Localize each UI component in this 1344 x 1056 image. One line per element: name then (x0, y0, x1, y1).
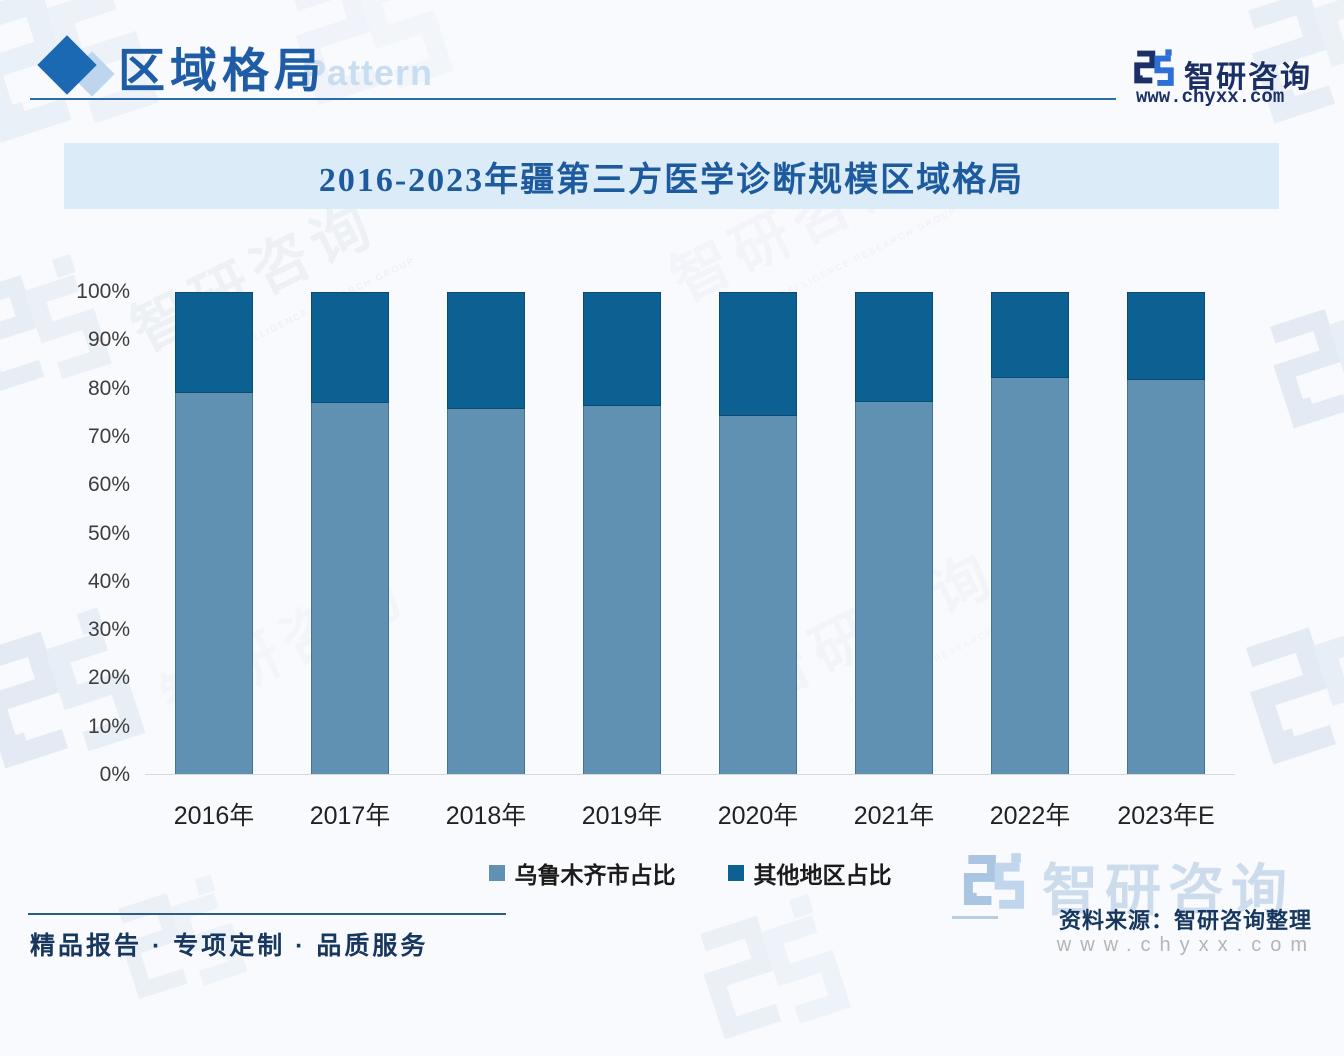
legend-item: 乌鲁木齐市占比 (488, 856, 676, 890)
brand-name: 智研咨询 (1184, 61, 1312, 94)
bar-segment-urumqi (583, 406, 661, 775)
bar-segment-urumqi (1127, 379, 1205, 775)
watermark-dash (952, 916, 998, 919)
bar-segment-urumqi (311, 403, 389, 775)
watermark-logo-icon (700, 893, 852, 1040)
brand-logo-icon (1134, 49, 1174, 86)
footer-tagline: 精品报告 · 专项定制 · 品质服务 (30, 932, 429, 960)
legend-swatch (488, 865, 505, 881)
bar-2018年 (447, 292, 525, 775)
x-axis-label: 2016年 (173, 802, 255, 830)
bar-segment-urumqi (855, 402, 933, 775)
x-axis-label: 2020年 (717, 802, 799, 830)
x-axis-line (145, 774, 1235, 775)
section-diamond-icon (37, 35, 115, 104)
y-axis-tick: 30% (87, 618, 130, 642)
x-axis-labels: 2016年 2017年 2018年 2019年 2020年 2021年 2022年 2023年… (145, 796, 1235, 832)
y-axis-tick: 90% (87, 328, 130, 352)
data-source: 资料来源：智研咨询整理 (1058, 908, 1312, 933)
bar-2020年 (719, 292, 797, 775)
bar-segment-urumqi (991, 377, 1069, 775)
bar-segment-other (991, 292, 1069, 378)
y-axis-tick: 50% (87, 521, 130, 545)
watermark-logo-icon (1270, 308, 1344, 429)
x-axis-label: 2021年 (853, 802, 935, 830)
bar-2022年 (991, 292, 1069, 775)
bar-segment-other (855, 292, 933, 403)
chart-legend: 乌鲁木齐市占比 其他地区占比 (145, 856, 1235, 890)
chart-title: 2016-2023年疆第三方医学诊断规模区域格局 (318, 161, 1025, 199)
bar-segment-other (447, 292, 525, 409)
header-divider (30, 98, 1116, 100)
watermark-caption-text: INTELLIGENCE RESEARCH GROUP (768, 205, 959, 305)
x-axis-label: 2017年 (309, 802, 391, 830)
chart-title-banner: 2016-2023年疆第三方医学诊断规模区域格局 (64, 143, 1279, 209)
bar-segment-other (311, 292, 389, 404)
x-axis-label: 2019年 (581, 802, 663, 830)
x-axis-label: 2022年 (989, 802, 1071, 830)
bar-segment-urumqi (719, 415, 797, 775)
legend-swatch (727, 865, 744, 881)
bar-segment-other (175, 292, 253, 394)
bar-segment-other (719, 292, 797, 416)
y-axis-tick: 10% (87, 714, 130, 738)
bar-2019年 (583, 292, 661, 775)
bar-segment-other (583, 292, 661, 406)
bar-segment-urumqi (447, 408, 525, 775)
y-axis-tick: 40% (87, 569, 130, 593)
bar-2021年 (855, 292, 933, 775)
legend-item: 其他地区占比 (727, 856, 892, 890)
x-axis-label: 2018年 (445, 802, 527, 830)
footer-divider (28, 913, 506, 915)
legend-label: 其他地区占比 (753, 862, 892, 888)
y-axis-tick: 60% (87, 473, 130, 497)
bar-segment-urumqi (175, 393, 253, 775)
x-axis-label: 2023年E (1117, 802, 1215, 830)
brand-url: www.chyxx.com (1136, 86, 1285, 108)
bar-segment-other (1127, 292, 1205, 380)
y-axis-tick: 100% (76, 280, 130, 303)
y-axis-tick: 70% (87, 424, 130, 448)
bar-2017年 (311, 292, 389, 775)
plot-area (145, 292, 1235, 775)
y-axis-tick: 0% (99, 763, 130, 786)
bar-2016年 (175, 292, 253, 775)
y-axis-tick: 20% (87, 666, 130, 690)
y-axis: 0% 10% 20% 30% 40% 50% 60% 70% 80% 90% 100% (52, 280, 130, 786)
page-title: 区域格局 (118, 46, 326, 98)
bar-2023年E (1127, 292, 1205, 775)
section-title-en: Pattern (302, 52, 434, 93)
watermark-url: www.chyxx.com (1056, 934, 1316, 956)
watermark-logo-icon (1246, 627, 1344, 765)
legend-label: 乌鲁木齐市占比 (514, 862, 676, 888)
bars-container (145, 292, 1235, 775)
y-axis-tick: 80% (87, 376, 130, 400)
